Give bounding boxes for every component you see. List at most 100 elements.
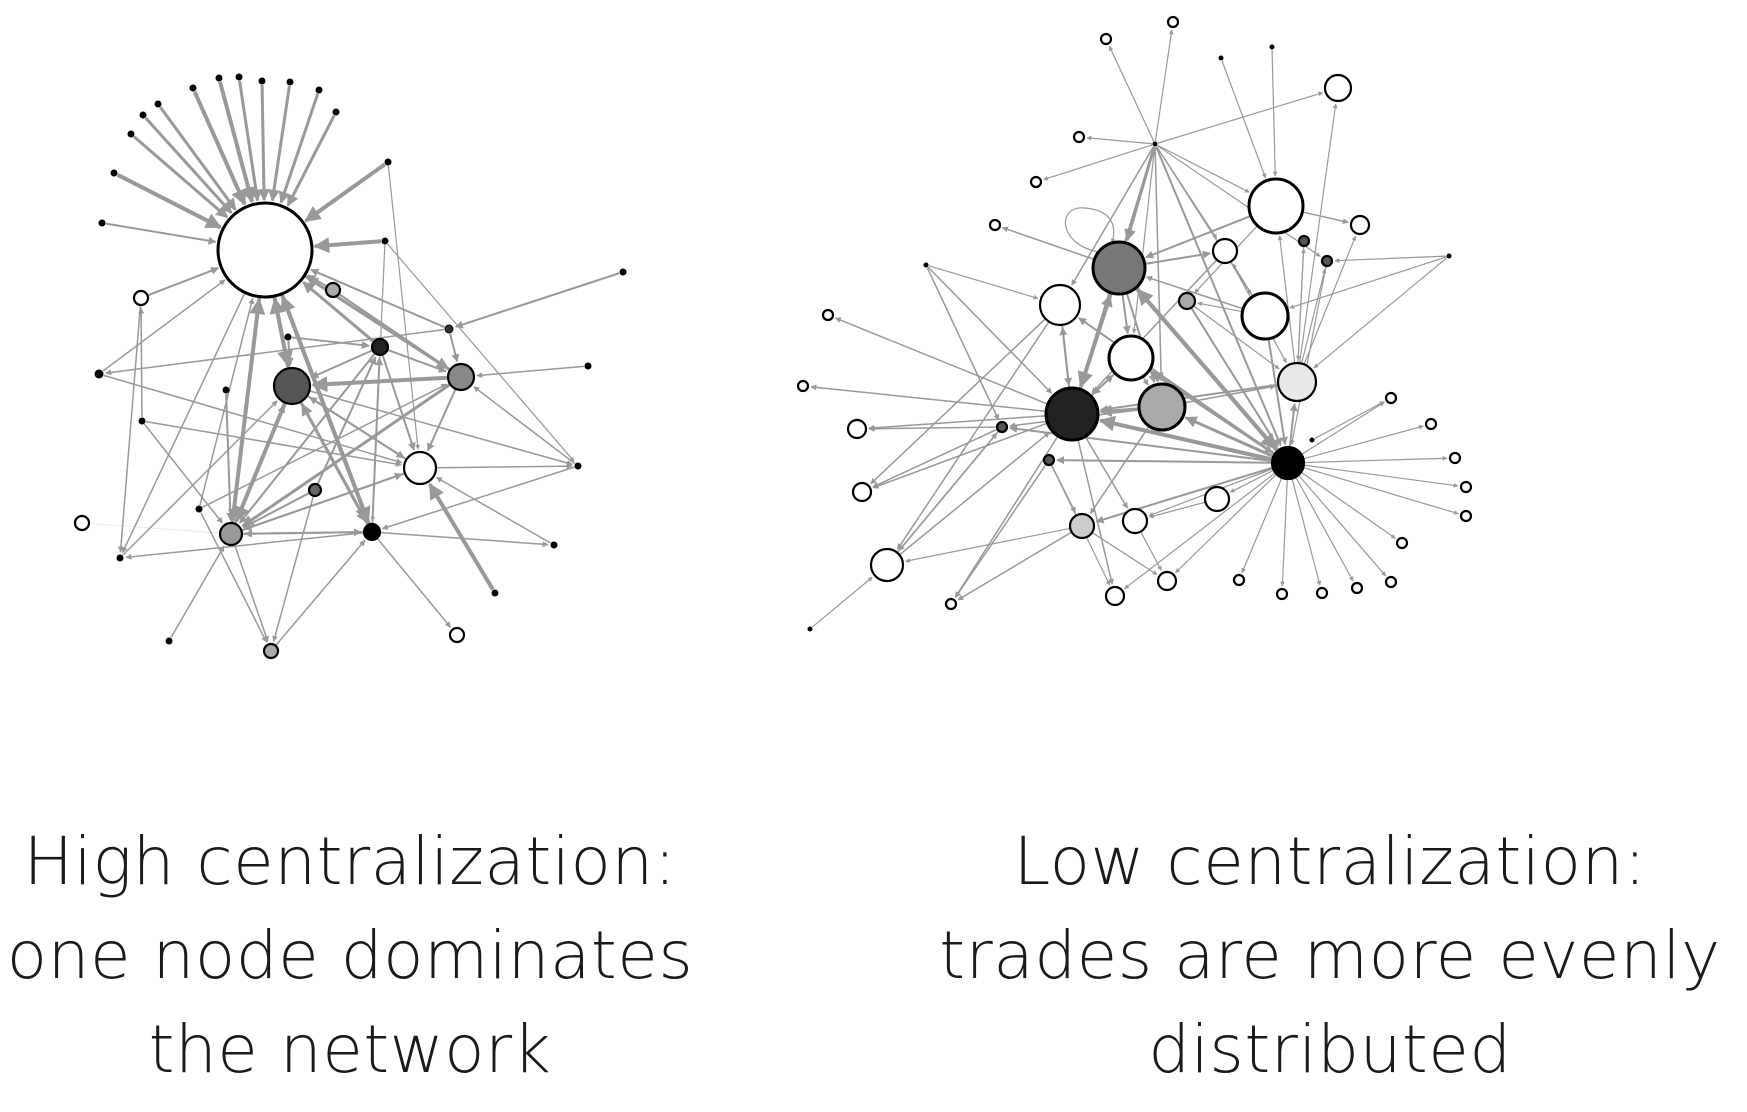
network-node: [262, 642, 280, 660]
network-node: [110, 169, 118, 177]
edge-arrow: [1295, 477, 1354, 582]
network-node: [448, 626, 466, 644]
network-node: [1446, 253, 1452, 259]
network-node: [1232, 573, 1246, 587]
edge-arrow: [1288, 403, 1298, 447]
network-node: [1177, 291, 1197, 311]
low-centralization-caption: Low centralization: trades are more even…: [930, 815, 1730, 1097]
edge-arrow: [103, 374, 403, 465]
high-centralization-caption: High centralization: one node dominates …: [0, 815, 700, 1097]
edge-arrow: [225, 393, 235, 521]
network-node: [846, 418, 868, 440]
edge-arrow: [381, 355, 416, 451]
edge-arrow: [304, 162, 386, 223]
edge-arrow: [1190, 308, 1279, 448]
network-node: [138, 417, 146, 425]
edge-arrow: [310, 390, 573, 466]
edge-arrow: [1221, 60, 1267, 179]
edge-arrow: [339, 293, 449, 369]
edge-arrow: [1290, 266, 1327, 445]
network-node: [923, 262, 929, 268]
edge-arrow: [1184, 416, 1274, 458]
edge-arrow: [1271, 49, 1278, 177]
edge-arrow: [454, 272, 620, 329]
edge-arrow: [275, 539, 366, 646]
edge-arrow: [202, 383, 448, 508]
edge-arrow: [1313, 257, 1448, 369]
edge-arrow: [927, 266, 1053, 394]
edge-arrow: [1043, 144, 1153, 181]
node-layer: [796, 15, 1473, 632]
edge-arrow: [1145, 250, 1211, 265]
edge-arrow: [302, 281, 375, 343]
edge-arrow: [1304, 424, 1424, 460]
edge-arrow: [896, 322, 1049, 550]
edge-arrow: [234, 545, 269, 643]
network-node: [139, 111, 147, 119]
network-node: [1276, 361, 1318, 403]
edge-arrow: [905, 527, 1070, 563]
edge-arrow: [241, 472, 403, 531]
edge-arrow: [1291, 479, 1322, 586]
network-node: [869, 547, 905, 583]
edge-arrow: [811, 576, 873, 628]
network-node: [1297, 234, 1311, 248]
network-node: [284, 333, 292, 341]
self-loop-arrow: [1064, 207, 1116, 253]
network-node: [1068, 512, 1096, 540]
network-node: [132, 289, 150, 307]
edge-arrow: [377, 538, 452, 628]
edge-arrow: [313, 237, 382, 254]
edge-arrow: [1099, 383, 1278, 413]
edge-arrow: [1092, 532, 1158, 575]
edge-arrow: [1277, 235, 1296, 363]
edge-arrow: [1334, 255, 1447, 263]
edge-arrow: [1149, 501, 1205, 519]
caption-line: distributed: [1148, 1011, 1512, 1088]
edge-arrow: [192, 90, 247, 206]
edge-arrow: [159, 106, 237, 211]
edge-arrow: [1175, 474, 1277, 574]
high-centralization-network: [73, 73, 627, 660]
edge-arrow: [278, 93, 320, 204]
network-node: [324, 281, 342, 299]
network-node: [1384, 391, 1398, 405]
network-node: [1038, 283, 1082, 327]
edge-arrow: [199, 297, 255, 506]
edge-arrow: [1001, 226, 1094, 260]
edge-arrow: [1108, 45, 1155, 142]
network-node: [1107, 334, 1155, 382]
network-node: [154, 100, 162, 108]
edge-arrow: [145, 420, 402, 467]
network-node: [1240, 291, 1290, 341]
network-node: [195, 505, 203, 513]
edge-arrow: [834, 317, 1048, 405]
network-node: [944, 597, 958, 611]
edge-arrow: [1193, 305, 1280, 370]
network-node: [216, 201, 314, 299]
network-node: [307, 482, 323, 498]
edge-arrow: [868, 425, 997, 432]
edge-arrow: [1185, 384, 1276, 404]
network-node: [574, 462, 582, 470]
network-node: [1270, 445, 1306, 481]
edge-arrow: [1197, 301, 1242, 313]
network-node: [1042, 453, 1056, 467]
edge-arrow: [426, 389, 457, 452]
edge-arrow: [381, 466, 575, 530]
edge-arrow: [105, 222, 217, 245]
edge-arrow: [122, 400, 278, 556]
edge-arrow: [1145, 215, 1251, 259]
edge-arrow: [242, 528, 362, 537]
edge-arrow: [388, 349, 447, 373]
edge-arrow: [133, 135, 229, 219]
edge-arrow: [1092, 373, 1116, 395]
edge-arrow: [238, 80, 262, 202]
network-node: [1104, 585, 1126, 607]
network-node: [851, 481, 873, 503]
edge-arrow: [238, 353, 376, 524]
edge-arrow: [102, 279, 226, 372]
network-node: [98, 219, 106, 227]
edge-arrow: [138, 307, 145, 418]
